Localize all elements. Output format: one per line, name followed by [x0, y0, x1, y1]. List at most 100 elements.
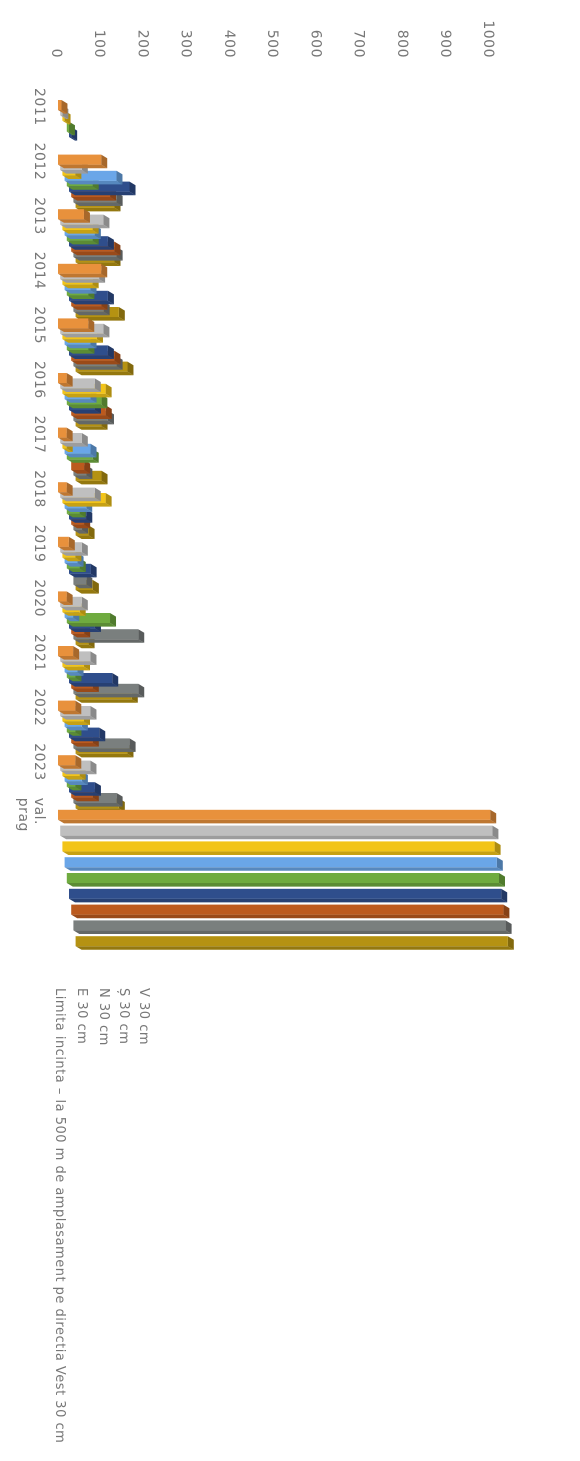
bar-bottom — [71, 797, 99, 802]
bar — [58, 591, 73, 605]
bar-bottom — [62, 448, 73, 452]
bar-bottom — [73, 748, 136, 752]
bar-bottom — [71, 524, 91, 529]
bar-side — [75, 755, 82, 769]
bar-bottom — [71, 360, 121, 365]
bar-side — [103, 214, 110, 229]
y-tick-label: 200 — [134, 30, 150, 58]
bar-bottom — [58, 819, 497, 824]
bar-side — [110, 613, 117, 627]
bar-front — [64, 170, 117, 181]
bar — [66, 873, 506, 887]
bar-front — [58, 700, 76, 711]
bar-side — [494, 841, 501, 855]
bar-side — [499, 873, 505, 887]
bar-bottom — [75, 644, 95, 649]
bar-bottom — [60, 279, 106, 283]
bar-front — [58, 809, 491, 820]
bar-bottom — [71, 306, 108, 310]
bar-side — [105, 405, 112, 419]
bar-bottom — [60, 716, 97, 720]
bar-side — [68, 536, 75, 551]
bar — [58, 755, 82, 769]
bar-side — [66, 482, 73, 496]
bar-bottom — [73, 584, 93, 589]
bar-side — [116, 793, 123, 807]
bar-bottom — [64, 399, 97, 403]
bar-bottom — [66, 732, 82, 736]
bar-bottom — [73, 530, 89, 534]
bar-bottom — [75, 946, 514, 950]
bar — [69, 181, 136, 196]
bar-front — [58, 263, 102, 274]
bar-side — [73, 646, 80, 660]
bar-side — [105, 383, 112, 398]
bar — [58, 536, 75, 551]
bar-side — [66, 427, 73, 442]
bar-side — [138, 629, 145, 643]
bar-side — [101, 394, 108, 409]
y-tick-label: 700 — [351, 30, 367, 58]
bar — [75, 936, 514, 950]
bar-bottom — [66, 459, 99, 463]
bar-front — [60, 487, 95, 498]
bar — [64, 443, 97, 458]
bar — [69, 782, 101, 796]
category-label: 2011 — [31, 88, 47, 126]
bar-bottom — [69, 410, 101, 414]
bar-side — [81, 433, 88, 447]
bar-side — [90, 651, 97, 665]
bar-bottom — [73, 202, 123, 206]
bar-bottom — [75, 590, 99, 594]
bar-bottom — [66, 186, 99, 190]
bar-front — [69, 673, 113, 683]
bar-bottom — [64, 344, 97, 349]
bar-bottom — [64, 617, 80, 622]
bar-bottom — [64, 672, 84, 676]
bar — [69, 727, 106, 742]
bar-side — [127, 361, 134, 376]
bar-side — [112, 673, 119, 687]
bar-bottom — [64, 180, 123, 185]
bar-side — [118, 307, 125, 321]
bar-front — [62, 841, 495, 852]
bar-bottom — [58, 601, 73, 605]
bar-front — [60, 825, 493, 836]
bar-bottom — [69, 355, 114, 359]
bar-bottom — [64, 781, 88, 785]
bar-side — [94, 487, 101, 502]
bar-side — [507, 936, 514, 950]
bar-bottom — [64, 867, 503, 871]
series-label: Ș 30 cm — [116, 988, 131, 1044]
bar — [73, 629, 145, 643]
bar-front — [58, 755, 76, 766]
y-tick-label: 500 — [264, 30, 280, 58]
bar-side — [81, 542, 88, 556]
bar-bottom — [64, 290, 97, 294]
bar-bottom — [60, 770, 97, 775]
bar-bottom — [62, 776, 86, 780]
bar-bottom — [69, 683, 119, 687]
bar-bottom — [60, 388, 101, 392]
bar — [69, 888, 508, 903]
category-label: 2014 — [31, 252, 47, 290]
bar-bottom — [62, 851, 501, 855]
bar-side — [107, 236, 114, 250]
bar-bottom — [75, 753, 134, 758]
y-tick-label: 800 — [394, 30, 410, 58]
bar-bottom — [66, 623, 117, 627]
y-tick-label: 100 — [91, 30, 107, 58]
category-label: 2018 — [31, 470, 47, 508]
bar-bottom — [73, 930, 512, 934]
bar — [60, 378, 101, 392]
bar-front — [73, 574, 87, 585]
bar-bottom — [66, 786, 82, 791]
bar-side — [88, 525, 95, 539]
bar-front — [71, 904, 504, 915]
bar-bottom — [66, 513, 86, 518]
category-label: 2017 — [31, 416, 47, 454]
bar-bottom — [62, 284, 99, 289]
bar-bottom — [60, 661, 97, 665]
